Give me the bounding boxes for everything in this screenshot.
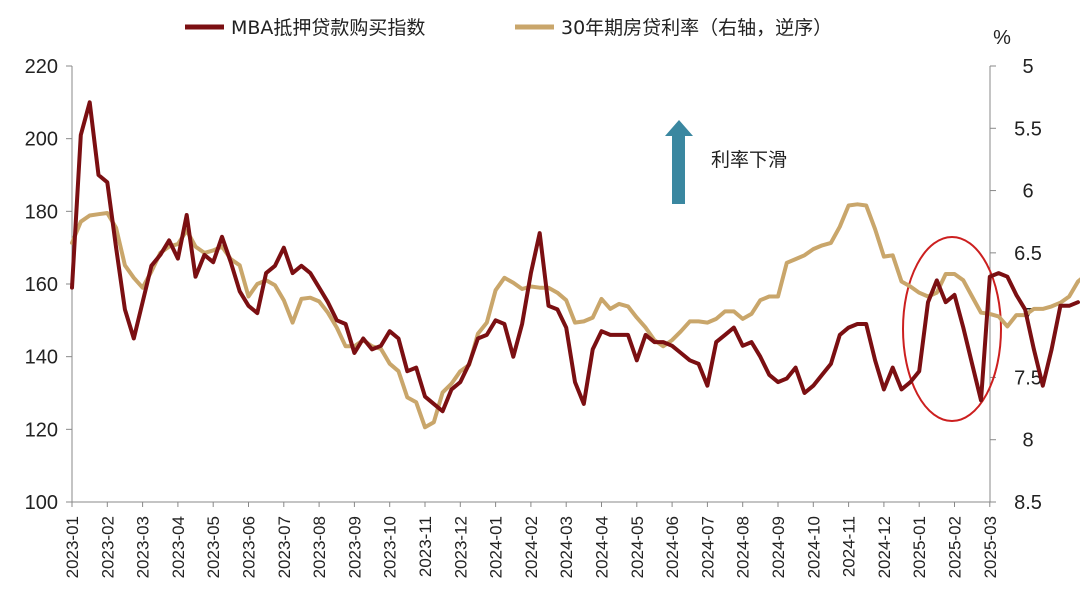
left-tick-label: 140 [25, 347, 58, 369]
x-tick-label: 2025-01 [910, 516, 929, 578]
x-tick-label: 2024-03 [557, 516, 576, 578]
x-tick-label: 2023-05 [204, 516, 223, 578]
left-tick-label: 100 [25, 492, 58, 514]
right-axis-unit: % [993, 27, 1011, 49]
x-tick-label: 2023-10 [381, 516, 400, 578]
right-tick-label: 5 [1022, 56, 1033, 78]
right-tick-label: 5.5 [1014, 118, 1042, 140]
series-lines [70, 100, 1080, 430]
annotation-text: 利率下滑 [711, 149, 787, 171]
annotation-arrow-shaft [672, 134, 685, 204]
x-tick-label: 2023-09 [345, 516, 364, 578]
legend-label-rate: 30年期房贷利率（右轴，逆序） [561, 17, 832, 39]
x-tick-label: 2023-03 [134, 516, 153, 578]
x-tick-label: 2023-02 [98, 516, 117, 578]
x-tick-label: 2023-12 [451, 516, 470, 578]
x-tick-label: 2025-03 [981, 516, 1000, 578]
annotation-arrow-head [665, 120, 693, 136]
x-tick-label: 2024-07 [698, 516, 717, 578]
x-tick-label: 2024-12 [875, 516, 894, 578]
x-tick-label: 2024-09 [769, 516, 788, 578]
right-tick-label: 8.5 [1014, 492, 1042, 514]
x-tick-label: 2024-04 [593, 516, 612, 578]
series-line-mba-index [70, 100, 1080, 414]
right-tick-label: 7.5 [1014, 367, 1042, 389]
left-tick-label: 220 [25, 56, 58, 78]
highlight-circle [902, 236, 1002, 422]
right-tick-label: 6 [1022, 181, 1033, 203]
x-tick-label: 2023-07 [275, 516, 294, 578]
left-tick-label: 180 [25, 201, 58, 223]
x-tick-label: 2024-05 [628, 516, 647, 578]
x-tick-label: 2024-01 [487, 516, 506, 578]
x-tick-label: 2023-06 [240, 516, 259, 578]
x-tick-label: 2024-11 [840, 516, 859, 577]
x-tick-label: 2023-08 [310, 516, 329, 578]
x-tick-label: 2023-11 [416, 516, 435, 577]
x-tick-label: 2025-02 [946, 516, 965, 578]
x-tick-label: 2023-04 [169, 516, 188, 578]
left-tick-label: 160 [25, 274, 58, 296]
x-tick-label: 2024-06 [663, 516, 682, 578]
right-tick-label: 6.5 [1014, 243, 1042, 265]
right-tick-label: 8 [1022, 430, 1033, 452]
x-tick-label: 2024-08 [734, 516, 753, 578]
left-tick-label: 200 [25, 129, 58, 151]
left-tick-label: 120 [25, 419, 58, 441]
annotation: 利率下滑 [665, 120, 787, 204]
x-tick-label: 2023-01 [63, 516, 82, 578]
legend-label-mba: MBA抵押贷款购买指数 [231, 17, 425, 39]
highlight-ellipse [902, 236, 1002, 422]
x-tick-label: 2024-10 [804, 516, 823, 578]
legend: MBA抵押贷款购买指数 30年期房贷利率（右轴，逆序） [185, 17, 832, 39]
x-tick-label: 2024-02 [522, 516, 541, 578]
